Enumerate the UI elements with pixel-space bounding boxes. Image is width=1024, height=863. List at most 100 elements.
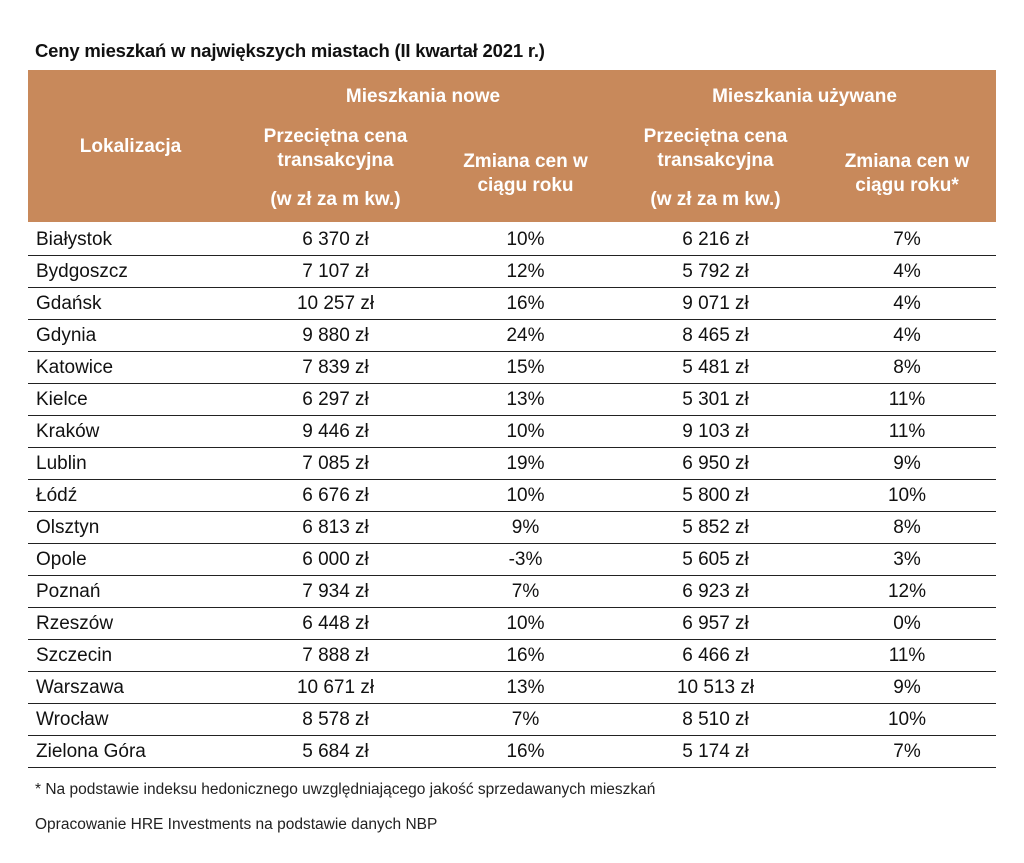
cell-city: Zielona Góra <box>28 735 233 768</box>
cell-new-price: 6 813 zł <box>233 511 438 544</box>
cell-used-price: 6 957 zł <box>613 607 818 640</box>
cell-new-price: 9 446 zł <box>233 415 438 448</box>
cell-new-price: 7 934 zł <box>233 575 438 608</box>
header-new-change-line2: ciągu roku <box>477 175 574 196</box>
cell-used-change: 8% <box>818 511 996 544</box>
cell-used-change: 4% <box>818 287 996 320</box>
cell-new-change: 7% <box>438 703 613 736</box>
cell-city: Bydgoszcz <box>28 255 233 288</box>
cell-city: Gdańsk <box>28 287 233 320</box>
table-row: Gdynia 9 880 zł 24% 8 465 zł 4% <box>28 319 996 352</box>
cell-used-change: 11% <box>818 639 996 672</box>
cell-used-change: 8% <box>818 351 996 384</box>
cell-city: Gdynia <box>28 319 233 352</box>
table-row: Zielona Góra 5 684 zł 16% 5 174 zł 7% <box>28 735 996 768</box>
header-used-avg-price-line1: Przeciętna cena <box>643 126 788 147</box>
header-group-used: Mieszkania używane <box>712 86 897 107</box>
cell-new-change: 10% <box>438 479 613 512</box>
table-row: Kielce 6 297 zł 13% 5 301 zł 11% <box>28 383 996 416</box>
cell-used-price: 10 513 zł <box>613 671 818 704</box>
header-new-change-line1: Zmiana cen w <box>463 151 588 172</box>
cell-city: Szczecin <box>28 639 233 672</box>
cell-new-change: 16% <box>438 287 613 320</box>
source-note: Opracowanie HRE Investments na podstawie… <box>35 816 438 833</box>
header-used-avg-price-line2: transakcyjna <box>657 150 774 171</box>
cell-used-change: 11% <box>818 383 996 416</box>
cell-new-price: 7 839 zł <box>233 351 438 384</box>
cell-used-price: 5 174 zł <box>613 735 818 768</box>
cell-new-price: 10 257 zł <box>233 287 438 320</box>
header-new-avg-price-unit: (w zł za m kw.) <box>270 189 401 210</box>
cell-city: Poznań <box>28 575 233 608</box>
cell-city: Rzeszów <box>28 607 233 640</box>
cell-new-price: 6 297 zł <box>233 383 438 416</box>
header-used-change-line1: Zmiana cen w <box>844 151 970 172</box>
cell-used-price: 9 103 zł <box>613 415 818 448</box>
cell-new-price: 8 578 zł <box>233 703 438 736</box>
cell-new-price: 7 888 zł <box>233 639 438 672</box>
table-row: Opole 6 000 zł -3% 5 605 zł 3% <box>28 543 996 576</box>
cell-new-change: 16% <box>438 639 613 672</box>
cell-used-price: 6 950 zł <box>613 447 818 480</box>
cell-new-change: -3% <box>438 543 613 576</box>
header-group-new: Mieszkania nowe <box>345 86 501 107</box>
cell-used-change: 9% <box>818 447 996 480</box>
cell-used-price: 8 510 zł <box>613 703 818 736</box>
page-title: Ceny mieszkań w największych miastach (I… <box>35 40 545 61</box>
cell-new-change: 10% <box>438 224 613 256</box>
cell-new-change: 12% <box>438 255 613 288</box>
cell-new-change: 24% <box>438 319 613 352</box>
cell-new-change: 13% <box>438 671 613 704</box>
cell-city: Białystok <box>28 224 233 256</box>
cell-new-change: 15% <box>438 351 613 384</box>
cell-new-change: 16% <box>438 735 613 768</box>
price-table: Białystok 6 370 zł 10% 6 216 zł 7% Bydgoszcz 7… <box>28 224 996 768</box>
cell-used-change: 10% <box>818 479 996 512</box>
cell-new-change: 13% <box>438 383 613 416</box>
cell-new-price: 6 370 zł <box>233 224 438 256</box>
cell-city: Olsztyn <box>28 511 233 544</box>
cell-used-price: 6 216 zł <box>613 224 818 256</box>
cell-new-price: 6 000 zł <box>233 543 438 576</box>
footnote: * Na podstawie indeksu hedonicznego uwzg… <box>35 781 656 798</box>
cell-used-change: 0% <box>818 607 996 640</box>
cell-used-change: 12% <box>818 575 996 608</box>
cell-city: Warszawa <box>28 671 233 704</box>
table-row: Wrocław 8 578 zł 7% 8 510 zł 10% <box>28 703 996 736</box>
cell-city: Lublin <box>28 447 233 480</box>
cell-used-change: 7% <box>818 735 996 768</box>
cell-used-price: 5 792 zł <box>613 255 818 288</box>
cell-new-change: 19% <box>438 447 613 480</box>
cell-used-price: 9 071 zł <box>613 287 818 320</box>
cell-city: Łódź <box>28 479 233 512</box>
cell-city: Kraków <box>28 415 233 448</box>
table-row: Warszawa 10 671 zł 13% 10 513 zł 9% <box>28 671 996 704</box>
cell-used-change: 3% <box>818 543 996 576</box>
cell-new-price: 6 676 zł <box>233 479 438 512</box>
table-row: Poznań 7 934 zł 7% 6 923 zł 12% <box>28 575 996 608</box>
cell-used-price: 6 923 zł <box>613 575 818 608</box>
cell-used-price: 5 800 zł <box>613 479 818 512</box>
cell-new-price: 9 880 zł <box>233 319 438 352</box>
table-row: Kraków 9 446 zł 10% 9 103 zł 11% <box>28 415 996 448</box>
cell-city: Wrocław <box>28 703 233 736</box>
cell-new-change: 7% <box>438 575 613 608</box>
cell-city: Kielce <box>28 383 233 416</box>
cell-used-price: 6 466 zł <box>613 639 818 672</box>
table-row: Rzeszów 6 448 zł 10% 6 957 zł 0% <box>28 607 996 640</box>
cell-used-change: 11% <box>818 415 996 448</box>
table-row: Białystok 6 370 zł 10% 6 216 zł 7% <box>28 224 996 256</box>
header-used-change-line2: ciągu roku* <box>855 175 959 196</box>
cell-new-change: 10% <box>438 415 613 448</box>
header-location: Lokalizacja <box>79 136 182 157</box>
cell-used-price: 5 481 zł <box>613 351 818 384</box>
table-row: Szczecin 7 888 zł 16% 6 466 zł 11% <box>28 639 996 672</box>
cell-used-change: 7% <box>818 224 996 256</box>
cell-used-price: 8 465 zł <box>613 319 818 352</box>
cell-new-price: 7 107 zł <box>233 255 438 288</box>
header-new-avg-price-line1: Przeciętna cena <box>263 126 408 147</box>
header-new-avg-price-line2: transakcyjna <box>277 150 394 171</box>
cell-used-change: 4% <box>818 319 996 352</box>
cell-city: Katowice <box>28 351 233 384</box>
